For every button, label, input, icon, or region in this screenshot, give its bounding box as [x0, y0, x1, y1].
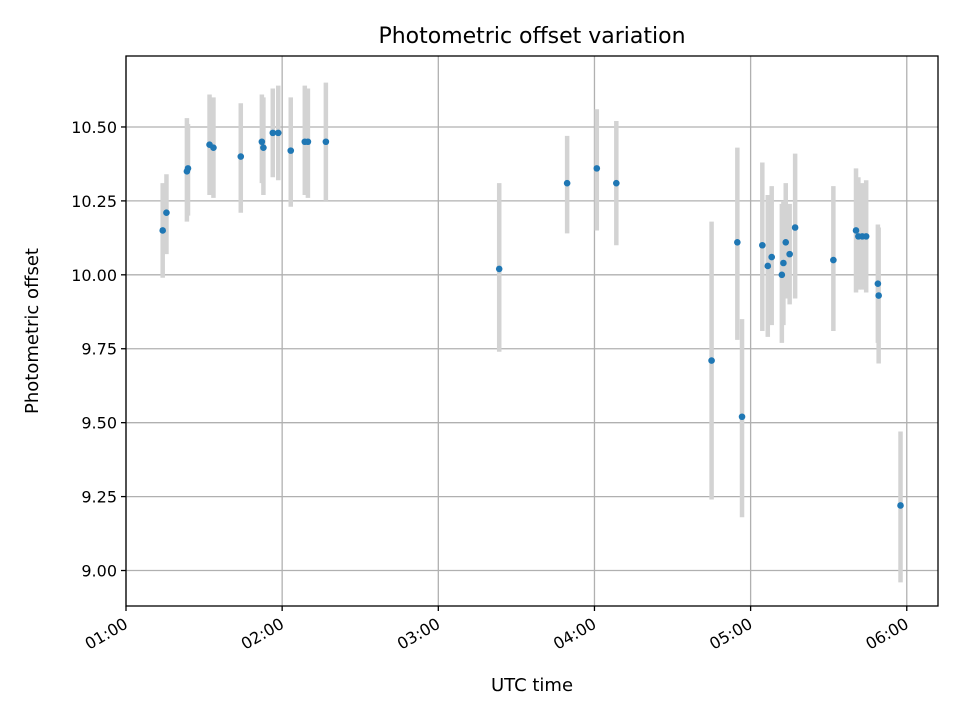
data-point: [563, 179, 571, 187]
x-axis-label: UTC time: [491, 675, 573, 696]
data-point: [287, 147, 295, 154]
x-tick-label: 01:00: [82, 614, 131, 654]
x-tick-label: 02:00: [238, 614, 287, 654]
y-tick-label: 10.25: [71, 192, 117, 211]
data-point: [304, 138, 312, 146]
data-point: [738, 413, 746, 421]
data-point: [759, 241, 766, 249]
chart-title: Photometric offset variation: [378, 24, 685, 49]
y-tick-label: 9.00: [81, 562, 117, 581]
data-point: [613, 179, 620, 187]
y-axis-label: Photometric offset: [22, 248, 43, 414]
data-point: [708, 357, 715, 364]
x-axis-ticks: 01:00 02:00 03:00 04:00 05:00 06:00: [82, 606, 912, 654]
data-point: [852, 227, 860, 234]
data-point: [875, 292, 882, 299]
data-point: [780, 259, 787, 267]
data-point: [593, 165, 601, 172]
data-points: [159, 129, 904, 509]
y-tick-label: 9.25: [81, 488, 117, 507]
data-point: [495, 265, 503, 273]
data-point: [210, 144, 217, 151]
x-tick-label: 03:00: [394, 614, 443, 654]
data-point: [791, 224, 799, 231]
data-point: [159, 227, 166, 234]
data-point: [862, 233, 870, 240]
y-tick-label: 10.00: [71, 266, 117, 285]
grid-lines: [125, 56, 938, 606]
plot-frame: [125, 55, 939, 607]
data-point: [237, 153, 245, 160]
error-bars: [160, 82, 903, 583]
data-point: [782, 238, 790, 246]
x-tick-label: 05:00: [706, 614, 755, 654]
data-point: [258, 138, 266, 146]
data-point: [764, 262, 772, 270]
data-point: [786, 250, 793, 258]
y-tick-label: 9.50: [81, 414, 117, 433]
data-point: [778, 271, 786, 279]
data-point: [830, 256, 837, 264]
data-point: [184, 165, 192, 172]
data-point: [163, 209, 170, 217]
data-point: [322, 138, 330, 146]
data-point: [897, 502, 904, 509]
data-point: [260, 144, 267, 151]
data-point: [274, 129, 282, 137]
x-tick-label: 04:00: [550, 614, 599, 654]
data-point: [768, 253, 775, 261]
y-tick-label: 9.75: [81, 340, 117, 359]
data-point: [734, 238, 741, 246]
data-point: [874, 280, 882, 287]
x-tick-label: 06:00: [862, 614, 911, 654]
y-axis-ticks: 9.00 9.25 9.50 9.75 10.00 10.25 10.50: [71, 118, 126, 581]
y-tick-label: 10.50: [71, 118, 117, 137]
data-point: [269, 129, 277, 137]
